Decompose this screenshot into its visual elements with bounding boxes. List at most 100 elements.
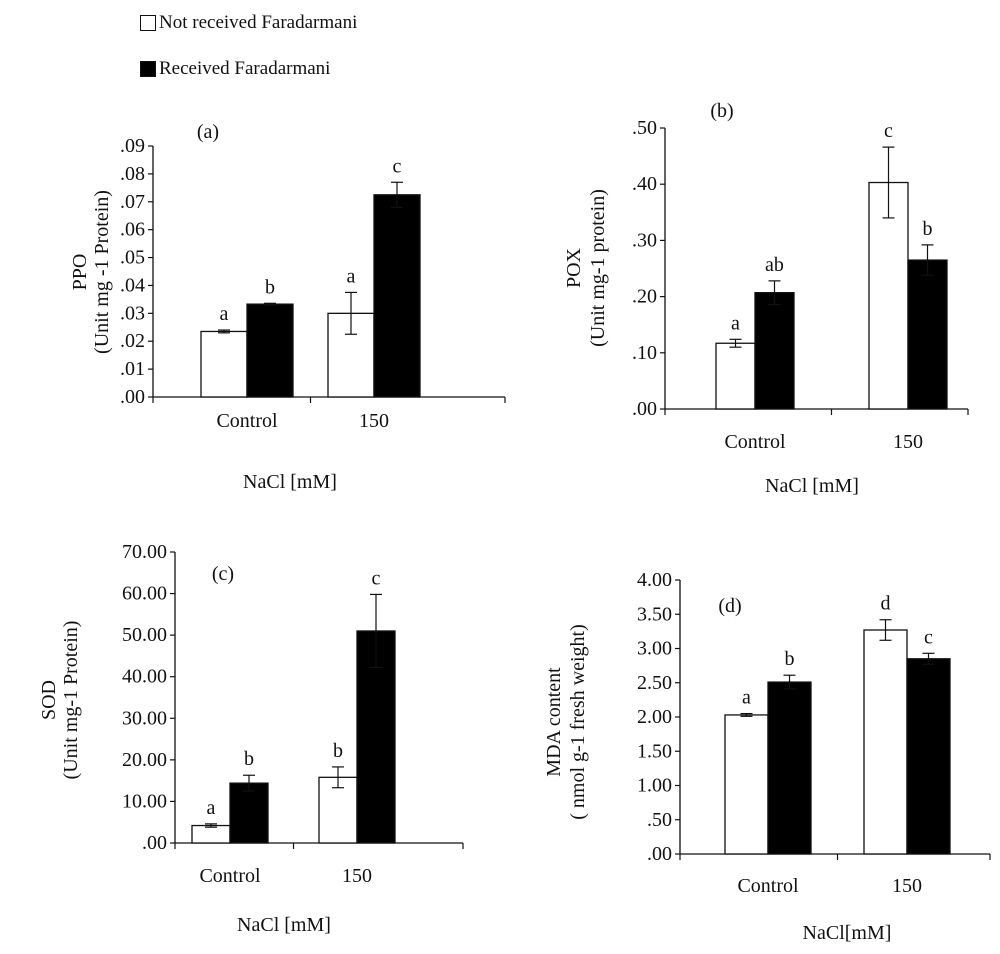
y-axis-unit-label: (Unit mg -1 Protein) (91, 190, 113, 354)
significance-letter: a (742, 687, 751, 709)
y-tick-label: 20.00 (122, 749, 167, 771)
y-tick-label: .00 (647, 843, 672, 865)
error-bar (264, 302, 276, 306)
significance-letter: c (393, 155, 402, 177)
y-axis-label: SOD (38, 680, 60, 720)
error-bar (243, 774, 255, 792)
category-label: 150 (893, 431, 923, 453)
chart-panel-4: .00 .50 1.00 1.50 2.00 2.50 3.00 3.50 4.00 Contro… (543, 569, 991, 944)
x-axis-label: NaCl [mM] (243, 471, 337, 493)
bar-not-received-150 (868, 181, 909, 410)
bar-received-control (767, 681, 812, 855)
significance-letter: a (220, 303, 229, 325)
category-label: Control (724, 431, 786, 453)
error-bar (768, 280, 781, 306)
y-axis-unit-label: (Unit mg-1 Protein) (60, 621, 82, 780)
bar-not-received-150 (863, 629, 908, 855)
y-axis-unit-label: (Unit mg-1 protein) (587, 189, 609, 347)
y-axis-label: PPO (69, 254, 91, 291)
y-tick-label: .04 (120, 274, 145, 296)
category-label: Control (216, 410, 278, 432)
legend-swatch-received (140, 61, 156, 77)
y-tick-label: 1.00 (637, 775, 672, 797)
y-tick-label: 2.00 (637, 706, 672, 728)
error-bar (879, 619, 892, 641)
significance-letter: b (265, 276, 275, 298)
y-tick-label: .30 (632, 229, 657, 251)
error-bar (345, 291, 357, 335)
error-bar (783, 674, 796, 690)
bar-received-150 (373, 194, 421, 398)
significance-letter: d (881, 593, 891, 615)
bar-received-control (754, 292, 795, 410)
significance-letter: c (884, 120, 893, 142)
y-tick-label: 70.00 (122, 541, 167, 563)
significance-letter: a (207, 797, 216, 819)
chart-panel-3: .00 10.00 20.00 30.00 40.00 50.00 60.00 70.00 Co… (38, 541, 464, 936)
chart-panel-2: .00 .10 .20 .30 .40 .50 Control 150 a ab c b (b) POX(… (563, 100, 969, 497)
error-bar (882, 146, 895, 219)
chart-panel-1: .00 .01 .02 .03 .04 .05 .06 .07 .08 .09 Control 150… (69, 121, 506, 493)
significance-letter: ab (765, 254, 784, 276)
significance-letter: b (785, 648, 795, 670)
bar-received-150 (906, 658, 951, 855)
panel-label: (c) (212, 563, 234, 585)
error-bar (921, 244, 934, 276)
y-tick-label: 60.00 (122, 583, 167, 605)
y-tick-label: .02 (120, 330, 145, 352)
y-tick-label: 1.50 (637, 740, 672, 762)
y-tick-label: 10.00 (122, 790, 167, 812)
y-tick-label: 30.00 (122, 707, 167, 729)
x-axis-label: NaCl [mM] (237, 914, 331, 936)
bar-received-control (229, 782, 269, 844)
legend-item-not-received: Not received Faradarmani (140, 12, 357, 34)
legend-swatch-not-received (140, 15, 156, 31)
y-tick-label: 3.00 (637, 638, 672, 660)
bar-received-150 (907, 259, 948, 410)
legend-label-received: Received Faradarmani (159, 58, 331, 79)
y-tick-label: 4.00 (637, 569, 672, 591)
y-tick-label: .08 (120, 163, 145, 185)
panel-label: (d) (718, 595, 741, 617)
legend-item-received: Received Faradarmani (140, 58, 330, 80)
y-tick-label: 50.00 (122, 624, 167, 646)
y-tick-label: .07 (120, 191, 145, 213)
legend-label-not-received: Not received Faradarmani (159, 12, 358, 33)
y-axis-label: POX (563, 247, 585, 288)
y-tick-label: .00 (632, 398, 657, 420)
y-tick-label: .20 (632, 286, 657, 308)
error-bar (740, 712, 753, 717)
significance-letter: c (372, 567, 381, 589)
category-label: 150 (359, 410, 389, 432)
y-tick-label: .50 (632, 117, 657, 139)
significance-letter: b (244, 748, 254, 770)
legend: Not received Faradarmani Received Farada… (140, 4, 500, 84)
panel-label: (b) (710, 100, 733, 122)
y-tick-label: 3.50 (637, 603, 672, 625)
bar-not-received-control (191, 824, 231, 844)
y-tick-label: .00 (120, 386, 145, 408)
category-label: 150 (342, 865, 372, 887)
category-label: Control (737, 875, 799, 897)
x-axis-label: NaCl[mM] (803, 922, 892, 944)
bar-not-received-control (200, 330, 248, 398)
y-axis-label: MDA content (543, 667, 565, 777)
significance-letter: b (333, 740, 343, 762)
y-tick-label: 40.00 (122, 666, 167, 688)
y-tick-label: .50 (647, 809, 672, 831)
y-tick-label: .05 (120, 247, 145, 269)
y-tick-label: .09 (120, 135, 145, 157)
significance-letter: a (731, 312, 740, 334)
significance-letter: c (924, 626, 933, 648)
y-tick-label: .40 (632, 173, 657, 195)
error-bar (332, 766, 344, 789)
y-tick-label: .01 (120, 358, 145, 380)
error-bar (729, 338, 742, 348)
error-bar (218, 329, 230, 334)
panel-label: (a) (197, 121, 219, 143)
x-axis-label: NaCl [mM] (765, 475, 859, 497)
bar-not-received-control (715, 342, 756, 410)
bar-received-control (246, 303, 294, 398)
y-tick-label: 2.50 (637, 672, 672, 694)
